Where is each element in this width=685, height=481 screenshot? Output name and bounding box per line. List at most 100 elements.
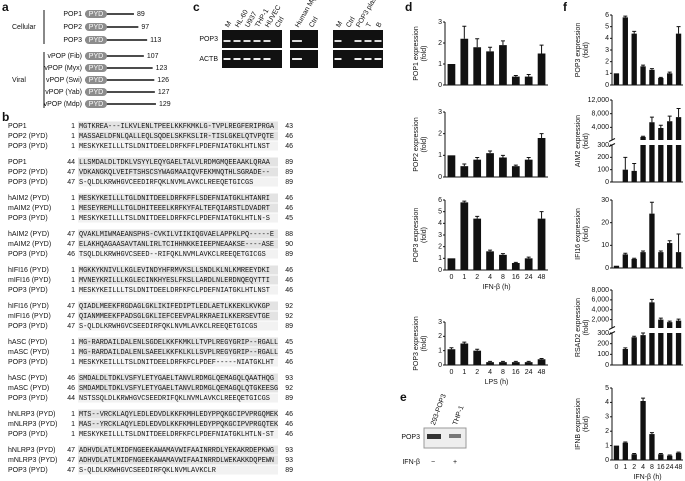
y-axis-label: (fold) [421,336,428,352]
seq-end: 46 [285,133,293,140]
y-tick-label: 4 [605,399,609,406]
lane-label: M [335,20,344,29]
seq-shade [78,141,278,151]
seq-shade [78,321,278,331]
bar [622,442,628,460]
seq: QVAKLMIWMAEANSPHS-CVKILVIIKIQGVAELAPPKLP… [79,231,274,239]
seq-start: 44 [67,159,75,166]
bar [667,243,673,268]
error-bar [513,75,518,77]
error-bar [475,215,480,219]
error-bar [513,164,518,167]
y-tick-label: 2 [438,244,442,251]
bar [486,51,494,85]
band [243,58,251,60]
seq-start: 1 [71,411,75,418]
y-tick-label: 0 [438,174,442,181]
band [374,58,382,60]
y-tick-label: 2,000 [591,316,609,323]
protein-length-label: 97 [141,24,149,31]
seq-name: hAIM2 (PYD) [8,231,49,238]
seq-shade [78,265,278,275]
y-tick-label: 0 [605,362,609,369]
seq-name: POP3 (PYD) [8,143,48,150]
bar [537,359,546,365]
seq-start: 1 [71,431,75,438]
error-bar [462,163,467,167]
seq: MESKYKEILLLTSLDNITDEELDRFKFCLPDEFNIATGKL… [79,287,270,295]
y-tick-label: 200 [597,154,609,161]
seq-name: mASC (PYD) [8,349,49,356]
domain-label: PYD [89,89,103,96]
seq: NSTSSQLDLKRWHGVCSEEDRIFQKLNVMLAVKCLREEQE… [79,395,270,403]
y-tick-label: 5 [438,209,442,216]
bar [460,202,469,270]
band [292,40,302,42]
domain-label: PYD [89,65,103,72]
bar [524,76,533,85]
bar [613,445,620,460]
bar [667,455,673,460]
seq-name: POP3 (PYD) [8,395,48,402]
seq-shade [78,167,278,177]
protein-name: POP2 [63,24,82,31]
domain [85,100,107,108]
y-axis-label: AIM2 expression [575,115,582,167]
seq-name: POP2 (PYD) [8,169,48,176]
y-tick-label: 10 [601,242,609,249]
bar [511,263,520,270]
y-axis-label: IFNB expression [575,398,582,450]
protein-name: vPOP (Myx) [44,65,82,72]
y-axis-label: (fold) [583,226,590,242]
y-tick-label: 4,000 [591,307,609,314]
bar [631,337,637,365]
seq-end: 43 [285,123,293,130]
band [364,40,372,42]
y-tick-label: 3 [438,232,442,239]
seq: S-QLDLKRWHGVCSEEDIRFQKLNVMLAVKCLREEQETGI… [79,323,257,331]
seq-end: 93 [285,447,293,454]
y-axis-label: POP1 expression [413,26,420,81]
protein-name: POP1 [63,11,82,18]
bar [499,45,507,85]
domain-label: PYD [89,101,103,108]
row-label: ACTB [199,56,218,63]
seq: MG-RARDAILDALENLSGDELKKFKMKLLTVPLREGYGRI… [79,339,278,347]
error-bar [539,211,544,219]
y-axis-label: IFI16 expression [575,208,582,260]
error-bar [462,341,467,344]
gel [290,50,318,68]
error-bar [676,26,681,34]
error-bar [526,157,531,160]
error-bar [632,453,637,455]
protein-length-label: 107 [147,53,159,60]
bar [537,218,546,270]
seq-shade [78,357,278,367]
y-tick-label: 8,000 [591,287,609,294]
y-tick-label: 4 [605,35,609,42]
seq-shade [78,419,278,429]
blot [423,427,467,449]
bar [649,302,655,365]
error-bar [632,335,637,338]
error-bar [676,108,681,118]
seq-start: 1 [71,143,75,150]
x-axis-label: IFN-β (h) [482,284,510,291]
y-axis-label: POP3 expression [413,316,420,371]
y-tick-label: 3 [438,19,442,26]
y-tick-label: 5 [605,385,609,392]
bar [524,258,533,270]
band [374,40,382,42]
seq-shade [78,203,278,213]
domain [85,23,107,31]
lane-label: Ctrl [308,16,320,29]
bar [537,138,546,177]
error-bar [658,317,663,320]
seq-name: hASC (PYD) [8,375,47,382]
seq-start: 47 [67,323,75,330]
bar [649,213,655,268]
seq-end: 46 [285,277,293,284]
error-bar [500,360,505,363]
domain [85,10,107,18]
band [334,40,342,42]
